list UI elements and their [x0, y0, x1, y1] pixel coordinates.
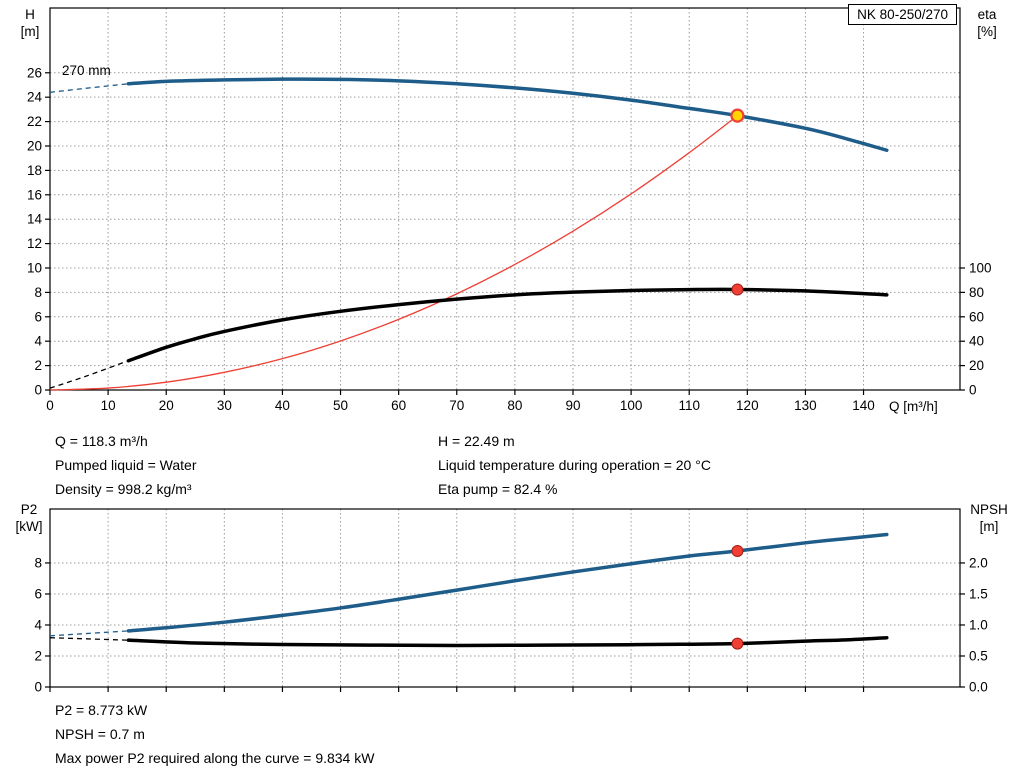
npsh-axis-unit: [m]	[979, 519, 999, 534]
x-tick-label: 40	[275, 398, 290, 413]
p2-axis-unit: [kW]	[15, 519, 43, 534]
p2-axis-symbol: P2	[20, 502, 38, 517]
right-tick-label: 0	[969, 383, 977, 398]
power-info-block: P2 = 8.773 kW NPSH = 0.7 m Max power P2 …	[55, 698, 374, 770]
info-max-p2: Max power P2 required along the curve = …	[55, 750, 375, 766]
x-tick-label: 60	[391, 398, 406, 413]
h-axis-unit: [m]	[20, 24, 40, 39]
y-tick-label: 24	[27, 90, 43, 105]
info-p2: P2 = 8.773 kW	[55, 702, 148, 718]
info-pumped-liquid: Pumped liquid = Water	[55, 457, 197, 473]
eta-axis-title: eta [%]	[964, 6, 1010, 40]
y-tick-label: 6	[34, 586, 42, 601]
h-axis-symbol: H	[25, 7, 35, 22]
right-tick-label: 80	[969, 285, 984, 300]
right-tick-label: 40	[969, 334, 984, 349]
y-tick-label: 16	[27, 187, 42, 202]
right-tick-label: 1.5	[969, 586, 988, 601]
npsh-axis-symbol: NPSH	[970, 502, 1008, 517]
p2-axis-title: P2 [kW]	[8, 501, 50, 535]
x-tick-label: 120	[736, 398, 759, 413]
x-tick-label: 70	[449, 398, 464, 413]
npsh-axis-title: NPSH [m]	[960, 501, 1018, 535]
y-tick-label: 2	[34, 648, 42, 663]
y-tick-label: 12	[27, 236, 42, 251]
right-tick-label: 100	[969, 260, 992, 275]
duty-point-marker	[730, 108, 745, 123]
h-axis-title: H [m]	[12, 6, 48, 40]
head-curve-lead-in	[49, 83, 129, 93]
plot-frame	[49, 7, 961, 391]
y-tick-label: 4	[34, 617, 42, 632]
info-eta-pump: Eta pump = 82.4 %	[438, 481, 558, 497]
y-tick-label: 0	[34, 383, 42, 398]
y-tick-label: 10	[27, 260, 42, 275]
y-tick-label: 6	[34, 309, 42, 324]
y-tick-label: 8	[34, 285, 42, 300]
p2-duty-marker	[731, 544, 744, 557]
right-tick-label: 0.0	[969, 680, 988, 695]
info-npsh: NPSH = 0.7 m	[55, 726, 145, 742]
right-tick-label: 0.5	[969, 648, 988, 663]
right-tick-label: 2.0	[969, 555, 988, 570]
info-liquid-temperature: Liquid temperature during operation = 20…	[438, 457, 711, 473]
y-tick-label: 14	[27, 212, 43, 227]
p2-npsh-chart: 0 2 4 6 8 0.0 0.5 1.0 1.5 2.0	[34, 508, 988, 695]
y-tick-label: 8	[34, 555, 42, 570]
y-tick-label: 4	[34, 334, 42, 349]
x-tick-label: 0	[46, 398, 54, 413]
impeller-diameter-label: 270 mm	[62, 63, 111, 78]
npsh-duty-marker	[731, 637, 744, 650]
system-curve	[49, 114, 739, 391]
eta-duty-marker	[731, 283, 744, 296]
x-tick-label: 130	[794, 398, 817, 413]
info-head: H = 22.49 m	[438, 433, 515, 449]
x-tick-label: 50	[333, 398, 348, 413]
info-flow: Q = 118.3 m³/h	[55, 433, 148, 449]
pump-type-box: NK 80-250/270	[848, 4, 957, 25]
eta-axis-symbol: eta	[977, 7, 997, 22]
info-density: Density = 998.2 kg/m³	[55, 481, 192, 497]
x-tick-label: 110	[678, 398, 700, 413]
plot-frame	[49, 508, 961, 688]
efficiency-curve-lead-in	[49, 360, 129, 389]
x-tick-label: 30	[217, 398, 232, 413]
eta-axis-unit: [%]	[977, 24, 997, 39]
npsh-curve-lead-in	[49, 637, 129, 641]
right-tick-label: 20	[969, 358, 984, 373]
y-tick-label: 18	[27, 163, 42, 178]
x-tick-label: 80	[507, 398, 522, 413]
x-tick-label: 140	[852, 398, 875, 413]
p2-curve	[126, 532, 889, 633]
y-tick-label: 26	[27, 65, 42, 80]
x-tick-label: 10	[101, 398, 116, 413]
npsh-curve	[126, 635, 889, 648]
head-curve	[126, 77, 889, 153]
x-tick-label: 100	[620, 398, 643, 413]
x-tick-label: 90	[565, 398, 580, 413]
duty-info-block-right: H = 22.49 m Liquid temperature during op…	[438, 429, 711, 501]
right-tick-label: 1.0	[969, 617, 988, 632]
duty-info-block-left: Q = 118.3 m³/h Pumped liquid = Water Den…	[55, 429, 197, 501]
x-tick-label: 20	[159, 398, 174, 413]
right-tick-label: 60	[969, 309, 984, 324]
p2-curve-lead-in	[49, 630, 129, 637]
y-tick-label: 0	[34, 680, 42, 695]
q-axis-title: Q [m³/h]	[889, 399, 938, 414]
y-tick-label: 22	[27, 114, 42, 129]
efficiency-curve	[126, 287, 889, 363]
y-tick-label: 20	[27, 138, 42, 153]
y-tick-label: 2	[34, 358, 42, 373]
